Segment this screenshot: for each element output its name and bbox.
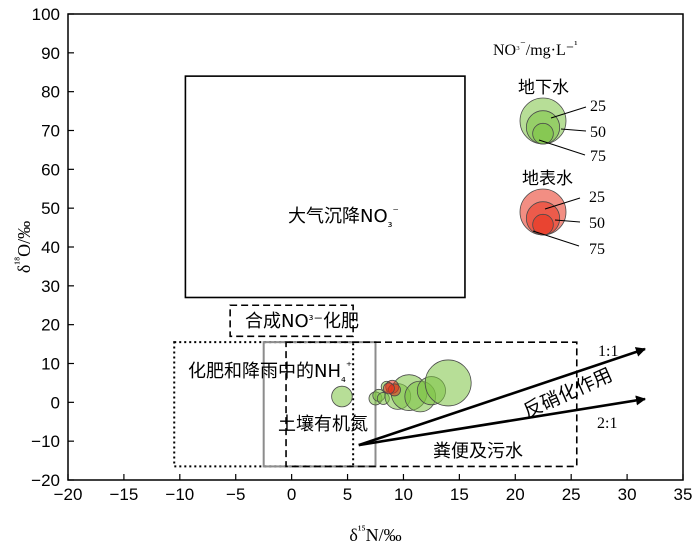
label-soil-nitrogen: 土壤有机氮 bbox=[278, 414, 368, 435]
x-tick-label: 25 bbox=[562, 485, 581, 504]
legend-groundwater-bubble bbox=[532, 122, 554, 145]
legend-leader bbox=[550, 106, 587, 119]
x-tick-label: −15 bbox=[109, 485, 138, 504]
y-tick-label: 100 bbox=[32, 5, 60, 24]
y-tick-label: 10 bbox=[41, 355, 60, 374]
legend-leader bbox=[532, 230, 580, 247]
legend-leader bbox=[538, 139, 586, 156]
x-tick-label: 35 bbox=[674, 485, 693, 504]
legend-size-label: 75 bbox=[590, 148, 606, 165]
y-tick-label: 20 bbox=[41, 316, 60, 335]
y-tick-label: 70 bbox=[41, 122, 60, 141]
legend-size-label: 75 bbox=[589, 241, 605, 258]
y-tick-label: 30 bbox=[41, 277, 60, 296]
legend-title: NO₃⁻/mg·L⁻¹ bbox=[493, 39, 578, 59]
x-tick-label: 5 bbox=[343, 485, 352, 504]
data-point bbox=[331, 385, 353, 408]
x-tick-label: −5 bbox=[226, 485, 245, 504]
region-box-0 bbox=[184, 75, 466, 299]
label-atmospheric: 大气沉降NO₃⁻ bbox=[288, 204, 399, 230]
y-axis-label: δ¹⁸O/‰ bbox=[12, 221, 34, 273]
y-tick-label: 60 bbox=[41, 160, 60, 179]
label-manure-sewage: 粪便及污水 bbox=[433, 441, 523, 462]
x-tick-label: 20 bbox=[506, 485, 525, 504]
region-box-1 bbox=[229, 304, 354, 338]
data-points bbox=[331, 359, 472, 413]
label-synthetic-fertilizer: 合成NO₃⁻化肥 bbox=[245, 309, 359, 332]
legend-leader bbox=[560, 128, 587, 132]
y-tick-label: −20 bbox=[31, 471, 60, 490]
legend-leader bbox=[554, 219, 581, 223]
legend-groundwater-label: 地下水 bbox=[518, 78, 569, 98]
legend-size-label: 25 bbox=[590, 98, 606, 115]
y-tick-label: 0 bbox=[51, 393, 60, 412]
legend-leader bbox=[544, 197, 581, 210]
label-ratio-2-1: 2:1 bbox=[597, 415, 617, 432]
y-tick-label: −10 bbox=[31, 432, 60, 451]
legend-size-label: 50 bbox=[589, 215, 605, 232]
x-tick-label: 0 bbox=[287, 485, 296, 504]
label-ratio-1-1: 1:1 bbox=[598, 343, 618, 360]
region-box-4 bbox=[285, 341, 578, 468]
y-tick-label: 40 bbox=[41, 238, 60, 257]
y-tick-label: 50 bbox=[41, 199, 60, 218]
axes: −20 −15 −10 −5 0 5 10 15 20 25 30 35 −20 −10 0 10 20 30 40… bbox=[12, 5, 692, 545]
data-point bbox=[424, 359, 472, 407]
x-tick-label: 15 bbox=[450, 485, 469, 504]
legend-size-label: 25 bbox=[589, 189, 605, 206]
denitrification-arrows bbox=[358, 347, 646, 447]
arrow-2-1 bbox=[358, 395, 646, 447]
source-regions bbox=[173, 75, 578, 468]
legend-size-label: 50 bbox=[590, 124, 606, 141]
label-denitrification: 反硝化作用 bbox=[520, 364, 616, 423]
label-nh4: 化肥和降雨中的NH₄⁺ bbox=[188, 359, 352, 385]
x-tick-label: 30 bbox=[618, 485, 637, 504]
data-point bbox=[382, 382, 395, 395]
legend-surface-label: 地表水 bbox=[522, 169, 573, 189]
x-axis-label: δ¹⁵N/‰ bbox=[349, 523, 401, 545]
arrow-1-1 bbox=[358, 347, 646, 447]
x-tick-label: −20 bbox=[54, 485, 83, 504]
region-box-2 bbox=[173, 341, 355, 468]
y-tick-label: 90 bbox=[41, 44, 60, 63]
y-tick-label: 80 bbox=[41, 83, 60, 102]
legend-surface-bubble bbox=[532, 213, 554, 236]
x-tick-label: −10 bbox=[165, 485, 194, 504]
x-tick-label: 10 bbox=[394, 485, 413, 504]
